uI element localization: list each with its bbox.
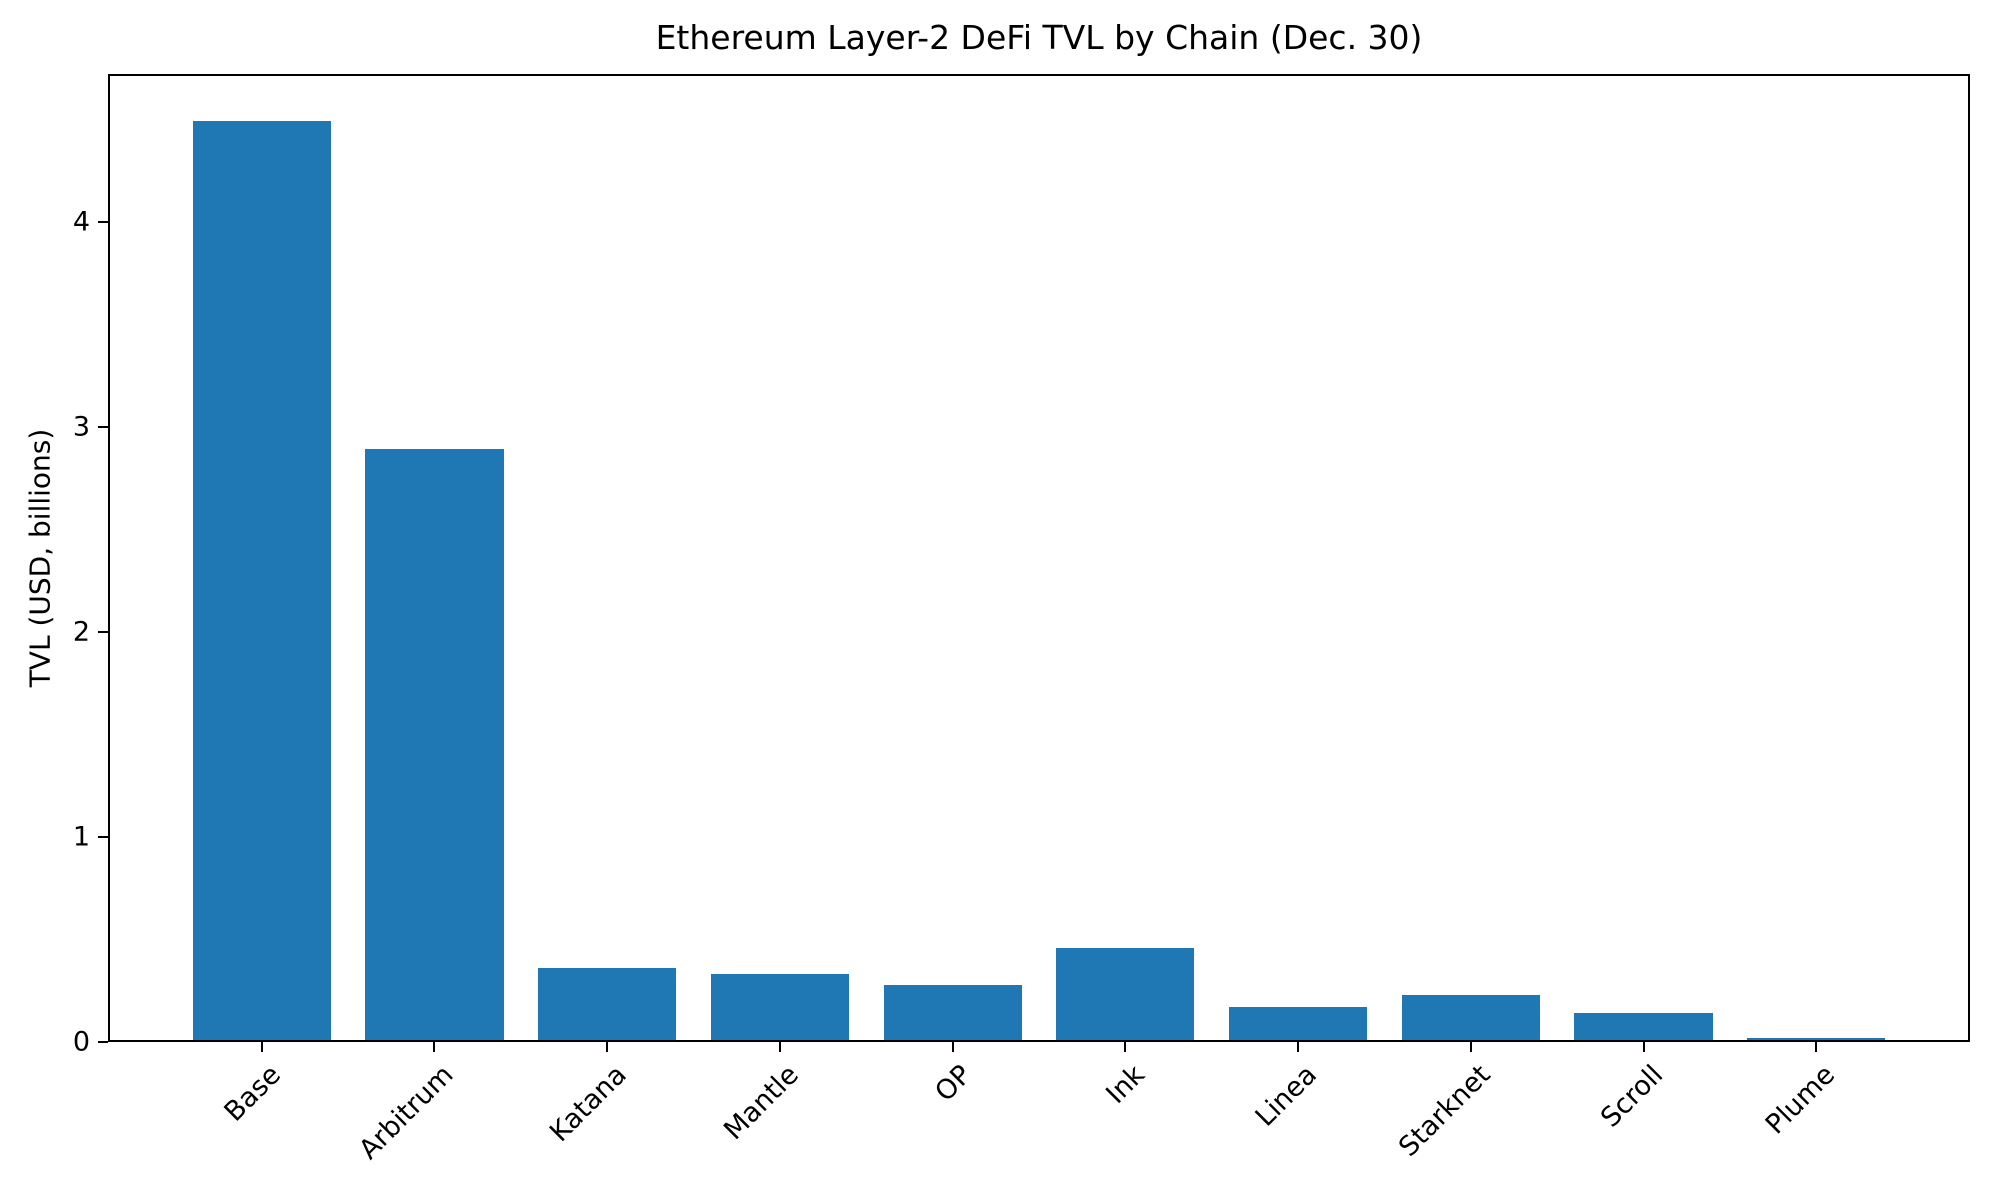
x-tick-label-scroll: Scroll xyxy=(1594,1059,1669,1134)
x-tick-label-mantle: Mantle xyxy=(718,1059,806,1147)
plot-area-border xyxy=(108,74,1970,1042)
x-tick-mark xyxy=(951,1042,954,1052)
x-tick-mark xyxy=(606,1042,609,1052)
x-tick-label-op: OP xyxy=(929,1059,978,1108)
x-tick-label-starknet: Starknet xyxy=(1392,1059,1497,1163)
bar-starknet xyxy=(1401,994,1540,1042)
x-tick-mark xyxy=(778,1042,781,1052)
x-tick-label-base: Base xyxy=(218,1059,287,1128)
bar-ink xyxy=(1056,947,1195,1042)
x-tick-label-linea: Linea xyxy=(1249,1059,1324,1133)
x-tick-label-arbitrum: Arbitrum xyxy=(353,1059,460,1166)
x-tick-mark xyxy=(260,1042,263,1052)
bar-mantle xyxy=(710,974,849,1042)
bar-katana xyxy=(538,968,677,1042)
x-tick-mark xyxy=(1124,1042,1127,1052)
y-tick-mark xyxy=(98,220,108,223)
y-tick-label: 3 xyxy=(72,411,90,443)
bar-op xyxy=(883,984,1022,1042)
bar-plume xyxy=(1747,1037,1886,1042)
bar-scroll xyxy=(1574,1013,1713,1042)
x-tick-label-plume: Plume xyxy=(1760,1059,1842,1141)
y-tick-label: 1 xyxy=(72,821,90,853)
bar-arbitrum xyxy=(365,449,504,1042)
y-tick-mark xyxy=(98,425,108,428)
chart-title: Ethereum Layer-2 DeFi TVL by Chain (Dec.… xyxy=(655,18,1423,57)
x-tick-mark xyxy=(1469,1042,1472,1052)
y-tick-label: 2 xyxy=(72,616,90,648)
x-tick-mark xyxy=(1297,1042,1300,1052)
y-tick-mark xyxy=(98,1041,108,1043)
x-tick-mark xyxy=(433,1042,436,1052)
x-tick-mark xyxy=(1642,1042,1645,1052)
y-tick-mark xyxy=(98,835,108,838)
x-tick-label-ink: Ink xyxy=(1099,1059,1151,1111)
bar-base xyxy=(192,121,331,1042)
y-tick-label: 4 xyxy=(72,206,90,238)
y-axis-label: TVL (USD, billions) xyxy=(23,428,57,688)
y-tick-label: 0 xyxy=(72,1026,90,1058)
x-tick-label-katana: Katana xyxy=(543,1059,633,1149)
bar-linea xyxy=(1229,1007,1368,1042)
x-tick-mark xyxy=(1815,1042,1818,1052)
y-tick-mark xyxy=(98,630,108,633)
